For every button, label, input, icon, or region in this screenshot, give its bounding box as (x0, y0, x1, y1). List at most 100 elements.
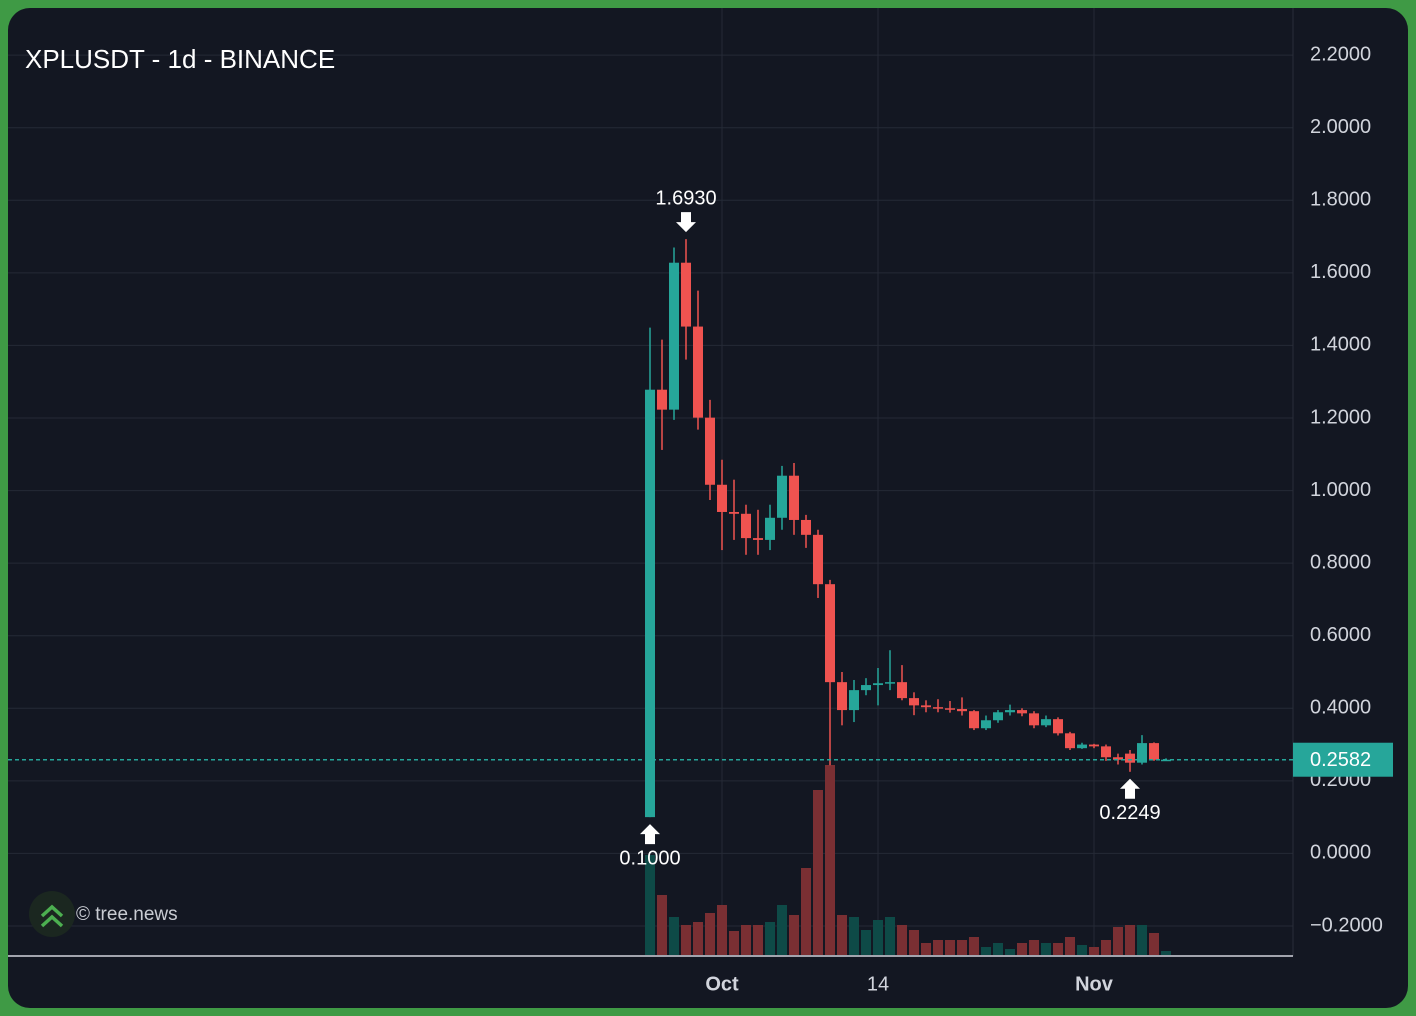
candle-body (1041, 719, 1051, 726)
x-tick-label: Oct (705, 973, 739, 995)
watermark-logo (29, 891, 75, 937)
volume-bar (729, 931, 739, 955)
volume-bar (897, 925, 907, 955)
candle-body (825, 584, 835, 683)
y-tick-label: 0.8000 (1310, 551, 1371, 573)
volume-bar (1089, 947, 1099, 955)
y-tick-label: 1.0000 (1310, 479, 1371, 501)
volume-bar (1149, 933, 1159, 955)
volume-bar (993, 943, 1003, 955)
volume-bar (837, 915, 847, 955)
x-tick-label: 14 (867, 973, 889, 995)
y-tick-label: 1.4000 (1310, 334, 1371, 356)
candle-body (681, 262, 691, 327)
volume-bar (741, 925, 751, 955)
volume-bar (717, 905, 727, 955)
volume-bar (705, 913, 715, 955)
volume-bar (753, 925, 763, 955)
volume-bar (645, 855, 655, 955)
candle-body (669, 262, 679, 410)
candle-body (693, 326, 703, 418)
last-price-box (1293, 742, 1393, 777)
candle-body (1137, 743, 1147, 763)
volume-bar (981, 947, 991, 955)
candle-body (933, 707, 943, 709)
candle-body (897, 682, 907, 699)
candle-body (717, 484, 727, 512)
candle-body (993, 712, 1003, 721)
candle-body (1065, 733, 1075, 749)
volume-bar (1017, 943, 1027, 955)
last-price-label: 0.2582 (1310, 749, 1371, 771)
plot (8, 8, 1293, 955)
candle-body (957, 708, 967, 712)
candle-body (657, 389, 667, 410)
volume-bar (657, 895, 667, 955)
volume-bar (789, 915, 799, 955)
volume-bar (801, 868, 811, 955)
volume-bar (1101, 940, 1111, 955)
volume-bar (1065, 937, 1075, 955)
volume-bar (1161, 951, 1171, 955)
y-tick-label: 1.8000 (1310, 189, 1371, 211)
y-tick-label: 2.0000 (1310, 116, 1371, 138)
candle-body (813, 534, 823, 585)
candle-body (777, 475, 787, 518)
volume-bar (1005, 949, 1015, 955)
y-tick-label: −0.2000 (1310, 914, 1383, 936)
chart-title: XPLUSDT - 1d - BINANCE (25, 44, 335, 74)
candle-body (753, 538, 763, 540)
candle-body (705, 417, 715, 485)
volume-bar (849, 917, 859, 955)
volume-bar (1053, 943, 1063, 955)
volume-bar (957, 940, 967, 955)
candle-body (885, 682, 895, 684)
annotation-label: 0.2249 (1099, 802, 1160, 824)
volume-bar (885, 917, 895, 955)
candle-body (1017, 710, 1027, 714)
annotation-arrow (640, 824, 660, 845)
x-tick-label: Nov (1075, 973, 1114, 995)
candle-body (1053, 719, 1063, 734)
volume-bar (1029, 940, 1039, 955)
volume-bar (693, 922, 703, 955)
volume-bar (909, 930, 919, 955)
candle-body (1005, 710, 1015, 713)
candle-body (1101, 746, 1111, 758)
volume-bar (969, 937, 979, 955)
volume-bar (1125, 925, 1135, 955)
volume-bar (1137, 925, 1147, 955)
candle-body (741, 513, 751, 539)
candle-body (801, 519, 811, 535)
y-tick-label: 0.4000 (1310, 697, 1371, 719)
candle-body (837, 682, 847, 711)
candle-body (945, 708, 955, 710)
volume-bar (765, 922, 775, 955)
candle-body (1029, 713, 1039, 726)
volume-bar (945, 940, 955, 955)
y-tick-label: 1.2000 (1310, 406, 1371, 428)
candle-body (981, 720, 991, 729)
y-tick-label: 1.6000 (1310, 261, 1371, 283)
volume-bar (669, 917, 679, 955)
panel (8, 8, 1408, 1008)
volume-bar (825, 765, 835, 955)
candle-body (1089, 744, 1099, 747)
volume-bar (873, 920, 883, 955)
volume-bar (921, 943, 931, 955)
annotation-label: 1.6930 (655, 187, 716, 209)
candle-body (729, 511, 739, 514)
candle-body (789, 475, 799, 520)
volume-bar (861, 930, 871, 955)
volume-bar (813, 790, 823, 955)
candle-body (873, 683, 883, 686)
candle-body (645, 389, 655, 818)
volume-bar (1041, 943, 1051, 955)
volume-bar (1077, 945, 1087, 955)
candle-body (849, 690, 859, 711)
y-tick-label: 2.2000 (1310, 43, 1371, 65)
candle-body (1113, 757, 1123, 760)
candle-body (765, 517, 775, 540)
y-tick-label: 0.0000 (1310, 842, 1371, 864)
watermark: © tree.news (76, 904, 178, 925)
